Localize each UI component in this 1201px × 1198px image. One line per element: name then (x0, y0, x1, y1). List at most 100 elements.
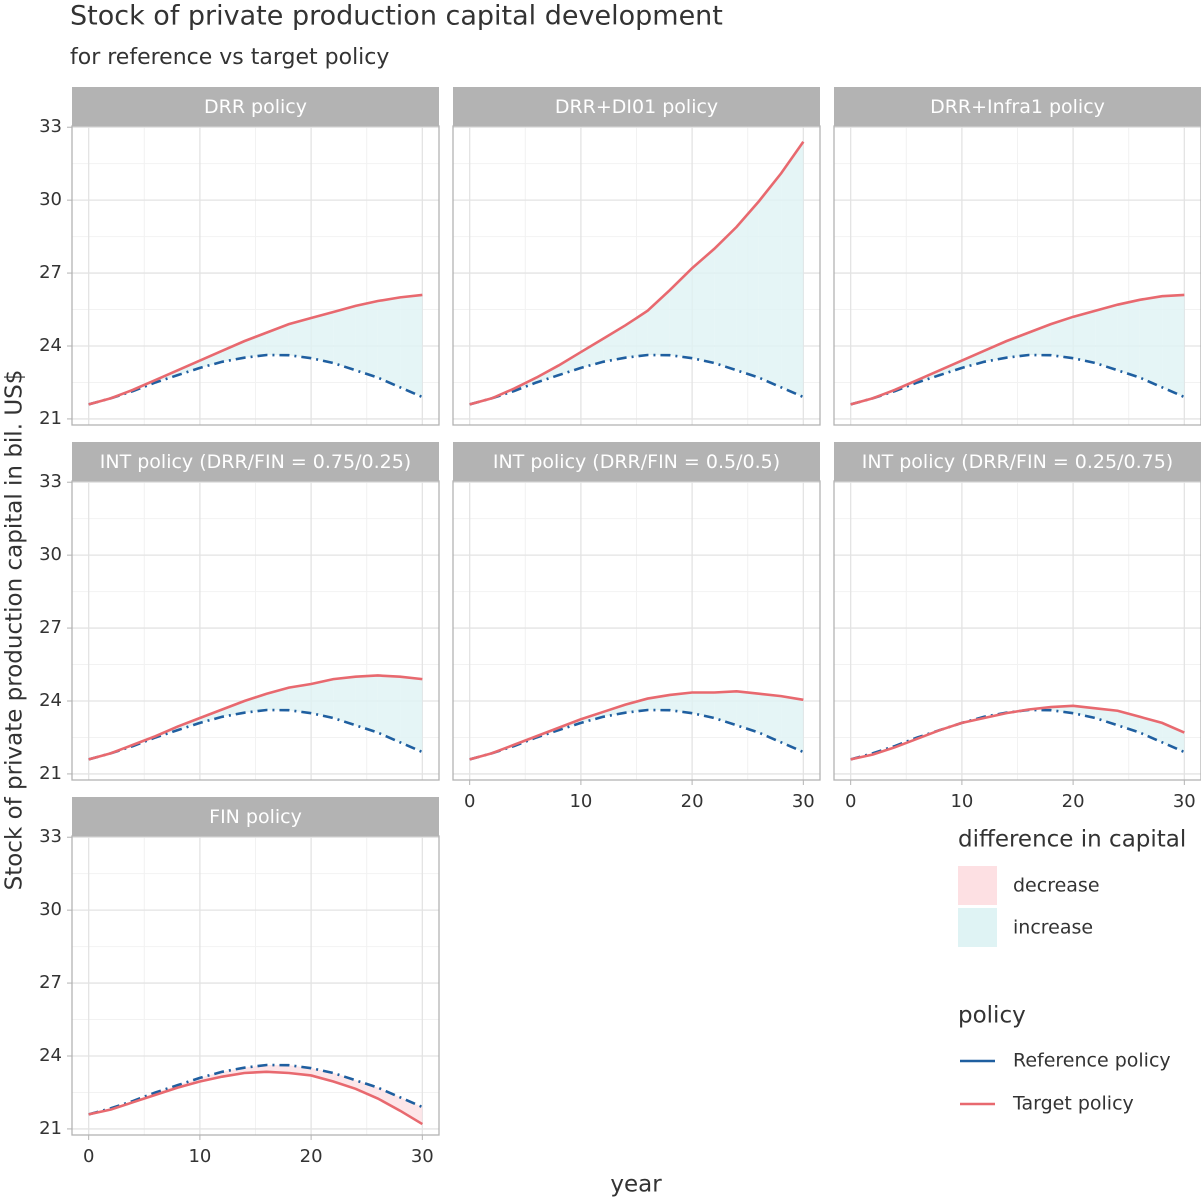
series-line (88, 353, 423, 406)
difference-ribbon (714, 226, 737, 371)
difference-ribbon (1139, 716, 1163, 743)
legend-key (958, 908, 997, 947)
y-axis-label: Stock of private production capital in b… (2, 370, 28, 891)
difference-ribbon (692, 692, 715, 719)
difference-ribbon (758, 173, 782, 388)
difference-ribbon (692, 248, 715, 364)
difference-ribbon (984, 341, 1007, 362)
x-tick-label: 20 (1062, 791, 1085, 812)
panel-border (71, 835, 440, 1136)
series-line (850, 353, 1185, 406)
series-line (850, 704, 1185, 761)
x-tick-label: 0 (845, 791, 856, 812)
difference-ribbon (714, 691, 737, 726)
difference-ribbon (1028, 324, 1051, 356)
y-tick-label: 21 (39, 408, 62, 429)
y-tick-label: 27 (39, 617, 62, 638)
difference-ribbon (400, 1097, 423, 1125)
series-line (88, 674, 423, 761)
x-tick-label: 30 (411, 1146, 434, 1167)
series-line (850, 293, 1185, 406)
chart-subtitle: for reference vs target policy (70, 45, 389, 70)
panel-title: INT policy (DRR/FIN = 0.5/0.5) (493, 451, 780, 473)
strip (453, 442, 820, 481)
series-line (469, 689, 804, 761)
series-line (469, 353, 804, 406)
difference-ribbon (400, 294, 423, 398)
strip (453, 87, 820, 126)
difference-ribbon (1095, 304, 1118, 371)
difference-ribbon (288, 318, 312, 359)
y-tick-label: 33 (39, 826, 62, 847)
panel-title: DRR+Infra1 policy (930, 96, 1105, 118)
difference-ribbon (1095, 708, 1118, 726)
legend-label: Target policy (1012, 1093, 1134, 1115)
y-tick-label: 24 (39, 690, 62, 711)
y-tick-label: 21 (39, 1118, 62, 1139)
series-line (469, 708, 804, 761)
legend-label: Reference policy (1013, 1050, 1171, 1072)
difference-ribbon (781, 696, 804, 753)
y-tick-label: 24 (39, 1045, 62, 1066)
x-tick-label: 20 (300, 1146, 323, 1167)
legend-label: increase (1013, 917, 1093, 939)
difference-ribbon (758, 693, 782, 743)
strip (72, 87, 439, 126)
x-axis-label: year (610, 1172, 662, 1198)
panel-border (71, 125, 440, 426)
difference-ribbon (1162, 294, 1185, 398)
y-tick-label: 27 (39, 262, 62, 283)
difference-ribbon (288, 683, 312, 714)
difference-ribbon (333, 305, 356, 371)
panel-title: DRR policy (204, 96, 307, 118)
panel-title: INT policy (DRR/FIN = 0.75/0.25) (100, 451, 411, 473)
x-tick-label: 10 (188, 1146, 211, 1167)
y-tick-label: 24 (39, 335, 62, 356)
x-tick-label: 30 (792, 791, 815, 812)
strip (834, 442, 1201, 481)
series-line (88, 293, 423, 406)
difference-ribbon (736, 691, 759, 733)
difference-ribbon (1050, 316, 1074, 359)
difference-ribbon (1139, 296, 1163, 388)
difference-ribbon (222, 341, 245, 362)
strip (72, 797, 439, 836)
difference-ribbon (400, 676, 423, 753)
x-tick-label: 30 (1173, 791, 1196, 812)
y-tick-label: 30 (39, 899, 62, 920)
difference-ribbon (333, 676, 356, 726)
difference-ribbon (669, 268, 693, 359)
strip (834, 87, 1201, 126)
series-line (469, 141, 805, 406)
difference-ribbon (199, 350, 223, 368)
y-tick-label: 27 (39, 972, 62, 993)
panel-border (833, 480, 1201, 781)
legend-title: difference in capital (958, 827, 1186, 853)
difference-ribbon (1117, 299, 1140, 378)
series-line (850, 708, 1185, 761)
legend-label: decrease (1013, 875, 1100, 897)
difference-ribbon (377, 1087, 401, 1111)
strip (72, 442, 439, 481)
chart-title: Stock of private production capital deve… (70, 1, 723, 32)
difference-ribbon (244, 693, 267, 713)
difference-ribbon (377, 675, 401, 743)
panel-border (452, 125, 821, 426)
difference-ribbon (311, 679, 334, 719)
difference-ribbon (625, 698, 648, 713)
x-tick-label: 0 (83, 1146, 94, 1167)
difference-ribbon (266, 324, 289, 356)
x-tick-label: 20 (681, 791, 704, 812)
difference-ribbon (669, 692, 693, 714)
difference-ribbon (311, 311, 334, 364)
y-tick-label: 30 (39, 189, 62, 210)
y-tick-label: 33 (39, 116, 62, 137)
x-tick-label: 0 (464, 791, 475, 812)
difference-ribbon (1073, 310, 1096, 364)
y-tick-label: 33 (39, 471, 62, 492)
series-line (88, 1070, 423, 1126)
panel-border (452, 480, 821, 781)
legend-title: policy (958, 1003, 1026, 1029)
difference-ribbon (961, 350, 985, 368)
